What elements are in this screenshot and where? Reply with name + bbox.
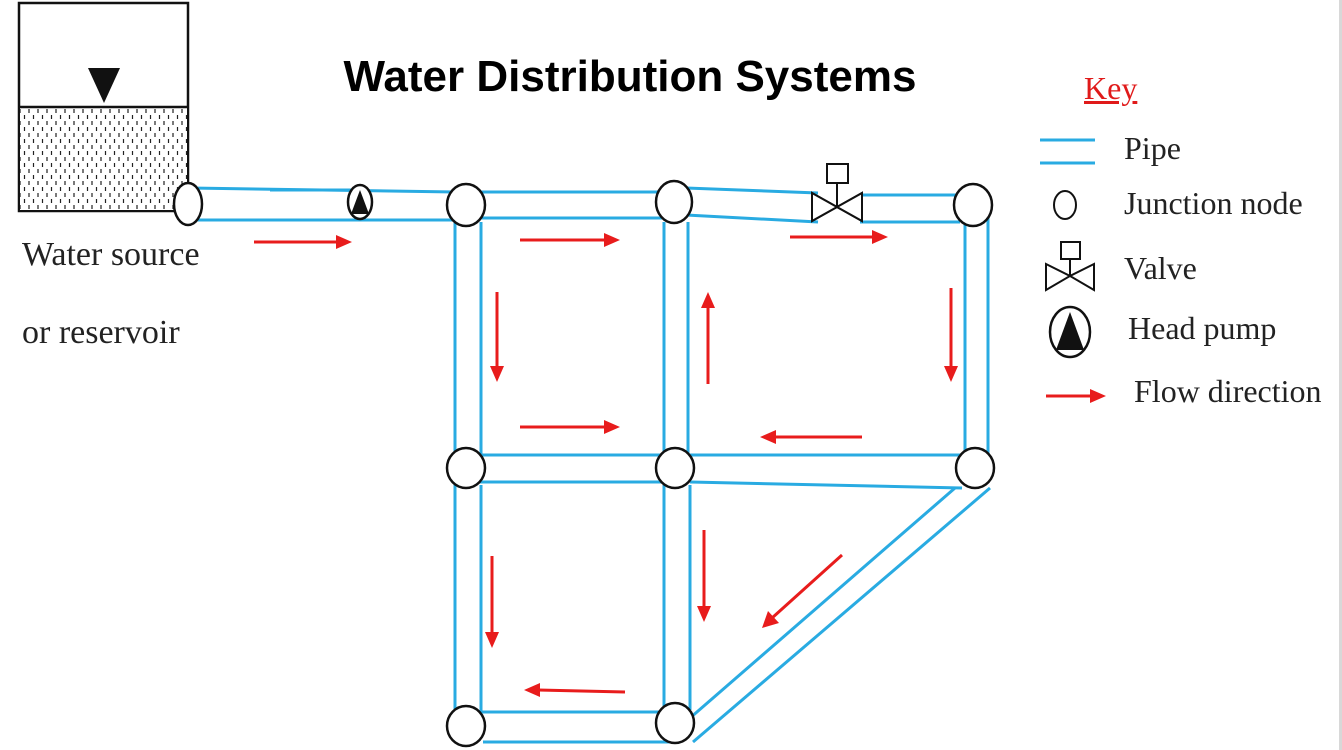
junction-node [954, 446, 996, 490]
pipe-segment [692, 486, 991, 744]
flow-direction-arrow-icon [524, 683, 626, 697]
key-icons [1040, 138, 1106, 403]
flow-direction-arrow-icon [701, 292, 715, 384]
key-title: Key [1084, 70, 1138, 106]
page-title: Water Distribution Systems [343, 52, 917, 101]
pipes [189, 186, 991, 744]
flow-direction-arrow-icon [697, 530, 711, 622]
flow-direction-arrow-icon [520, 420, 620, 434]
pipe-segment [689, 486, 956, 720]
flow-direction-arrow-icon [790, 230, 888, 244]
flow-direction-arrow-icon [490, 292, 504, 382]
source-label-line1: Water source [22, 236, 200, 273]
key-label-junction-node: Junction node [1124, 185, 1303, 221]
key-label-flow-direction: Flow direction [1134, 373, 1322, 409]
junction-node [445, 704, 487, 748]
head-pump-icon [1048, 305, 1092, 359]
reservoir-tank [17, 1, 190, 213]
junction-node [172, 181, 204, 227]
junction-node [654, 701, 696, 745]
key-label-head-pump: Head pump [1128, 310, 1277, 346]
junction-node-icon [1053, 190, 1077, 220]
valve-icon [811, 163, 863, 223]
flow-direction-arrow-icon [254, 235, 352, 249]
flow-direction-arrow-icon [485, 556, 499, 648]
frame-edge [1339, 0, 1342, 750]
junction-node [952, 182, 994, 228]
pipe-segment [685, 213, 819, 224]
source-label-line2: or reservoir [22, 314, 180, 351]
flow-direction-arrow-icon [762, 553, 844, 628]
flow-arrows [254, 230, 958, 697]
pipe-segment [689, 480, 963, 490]
key-label-valve: Valve [1124, 250, 1197, 286]
valve-icon [1045, 241, 1095, 292]
water-level-marker-icon [88, 68, 120, 103]
pipe-segment [685, 186, 819, 195]
head-pump-icon [346, 183, 374, 221]
key-label-pipe: Pipe [1124, 130, 1181, 166]
flow-direction-arrow-icon [944, 288, 958, 382]
flow-direction-arrow-icon [760, 430, 862, 444]
junction-node [445, 446, 487, 490]
flow-direction-arrow-icon [1046, 389, 1106, 403]
junction-node [654, 446, 696, 490]
flow-direction-arrow-icon [520, 233, 620, 247]
junction-nodes [172, 179, 996, 748]
junction-node [445, 182, 487, 228]
pipe-icon [1040, 138, 1095, 165]
junction-node [654, 179, 694, 225]
